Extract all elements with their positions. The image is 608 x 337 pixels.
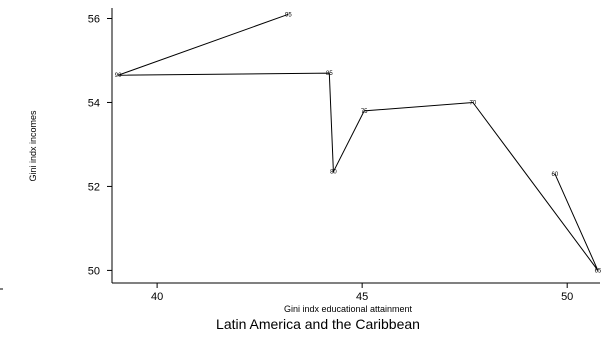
series-path [118,13,599,271]
x-tick-label: 40 [151,291,163,303]
chart-caption: Latin America and the Caribbean [216,316,420,332]
point-label: 70 [470,100,477,106]
point-label: 65 [595,268,602,274]
point-label: 75 [361,109,368,115]
y-tick-label: 50 [88,265,100,277]
y-ticks: 50 52 54 56 [88,13,112,277]
y-axis-title: Gini indx incomes [28,110,38,182]
point-label: 95 [285,12,292,18]
point-label: 60 [552,172,559,178]
point-label: 85 [326,71,333,77]
y-tick-label: 52 [88,181,100,193]
point-labels: 60 65 70 75 80 85 90 95 [115,12,602,274]
point-label: 90 [115,73,122,79]
x-ticks: 40 45 50 [151,283,573,303]
x-axis-title: Gini indx educational attainment [284,304,413,314]
point-label: 80 [330,170,337,176]
series-line [118,13,599,271]
y-tick-label: 56 [88,13,100,25]
x-tick-label: 45 [356,291,368,303]
y-tick-label: 54 [88,97,100,109]
x-tick-label: 50 [561,291,573,303]
